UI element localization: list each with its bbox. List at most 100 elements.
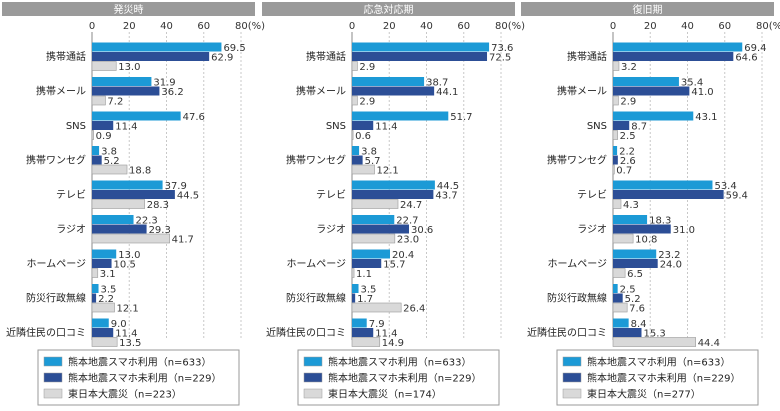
bar [351,164,375,175]
category-label: 携帯メール [36,85,86,98]
bar [612,95,619,106]
data-label: 22.7 [396,216,418,227]
data-label: 8.4 [631,319,647,330]
bar [91,302,115,313]
chart-panel-3: 復旧期020406080(%)携帯通話69.464.63.2携帯メール35.44… [521,2,780,406]
bar [91,337,118,347]
data-label: 11.4 [115,122,137,133]
bar [613,284,618,293]
category-label: 携帯ワンセグ [547,154,607,167]
data-label: 18.8 [129,166,151,177]
bar [613,224,671,234]
bar [352,111,449,121]
bar [352,190,434,199]
bar [92,215,134,224]
category-label: 携帯通話 [567,50,607,63]
data-label: 64.6 [735,53,757,64]
bar [613,318,629,328]
category-label: 近隣住民の口コミ [6,326,86,339]
bar [92,180,163,190]
x-tick-label: 60 [457,21,470,32]
legend-label: 熊本地震スマホ利用（n=633） [68,356,212,369]
data-label: 37.9 [165,181,187,192]
bar [351,199,399,209]
data-label: 3.5 [101,285,117,296]
data-label: 11.4 [115,329,137,340]
bar [92,52,210,61]
bar [352,52,488,61]
bar [352,86,435,96]
category-label: テレビ [56,189,86,201]
bar [91,130,94,140]
data-label: 22.3 [136,216,158,227]
bar [91,233,170,244]
data-label: 43.7 [435,191,457,202]
bar [92,86,160,96]
data-label: 2.6 [620,156,636,167]
bar [612,130,618,140]
data-label: 8.7 [631,122,647,133]
data-label: 11.4 [375,122,397,133]
data-label: 2.5 [620,285,636,296]
data-label: 72.5 [489,53,511,64]
data-label: 44.5 [177,191,199,202]
bar [613,249,657,259]
data-label: 15.3 [643,329,665,340]
x-tick-label: 40 [160,21,173,32]
data-label: 26.4 [403,304,425,315]
legend-swatch [562,356,582,367]
data-label: 35.4 [681,78,703,89]
category-label: SNS [587,121,607,132]
bar [351,61,358,71]
bar [92,155,102,165]
data-label: 36.2 [161,87,183,98]
chart-panel-1: 発災時 0 20 40 60 80(%) 携帯通話 69.562.9 13.0 携帯メール 31.9… [2,2,265,406]
bar [612,302,628,313]
bar [92,146,100,155]
legend-label: 熊本地震スマホ未利用（n=229） [328,372,482,385]
data-label: 51.7 [450,112,472,123]
data-label: 31.0 [673,225,695,236]
data-label: 23.2 [658,250,680,261]
bar [613,77,679,86]
data-label: 44.1 [436,87,458,98]
x-tick-label: 20 [123,21,136,32]
category-label: 防災行政無線 [286,292,346,305]
data-label: 7.9 [369,319,385,330]
legend-swatch [43,372,63,383]
data-label: 24.7 [400,200,422,211]
legend-swatch [303,356,323,367]
bar [351,268,355,278]
data-label: 30.6 [411,225,433,236]
data-label: 44.4 [698,338,720,349]
data-label: 44.5 [437,181,459,192]
legend-swatch [43,388,63,399]
bar [352,146,360,155]
data-label: 3.5 [361,285,377,296]
data-label: 10.5 [114,260,136,271]
x-tick-label: 20 [644,21,657,32]
bar [613,52,734,61]
bar [352,328,374,337]
bar [613,42,743,52]
bar [91,61,117,71]
data-label: 0.7 [616,166,632,177]
category-label: ラジオ [577,224,607,236]
x-tick-label: 60 [718,21,731,32]
panel-header [2,2,255,16]
legend-label: 東日本大震災（n=174） [328,388,442,401]
legend-label: 熊本地震スマホ利用（n=633） [328,356,472,369]
data-label: 69.5 [223,43,245,54]
bar [92,293,97,303]
bar [352,293,356,303]
bar [352,121,374,130]
data-label: 2.5 [620,131,636,142]
category-label: ホームページ [548,258,608,270]
data-label: 29.3 [149,225,171,236]
data-label: 1.7 [357,294,373,305]
data-label: 5.2 [104,156,120,167]
bar [352,249,390,259]
data-label: 9.0 [111,319,127,330]
x-tick-label: 20 [383,21,396,32]
bar [91,199,146,209]
